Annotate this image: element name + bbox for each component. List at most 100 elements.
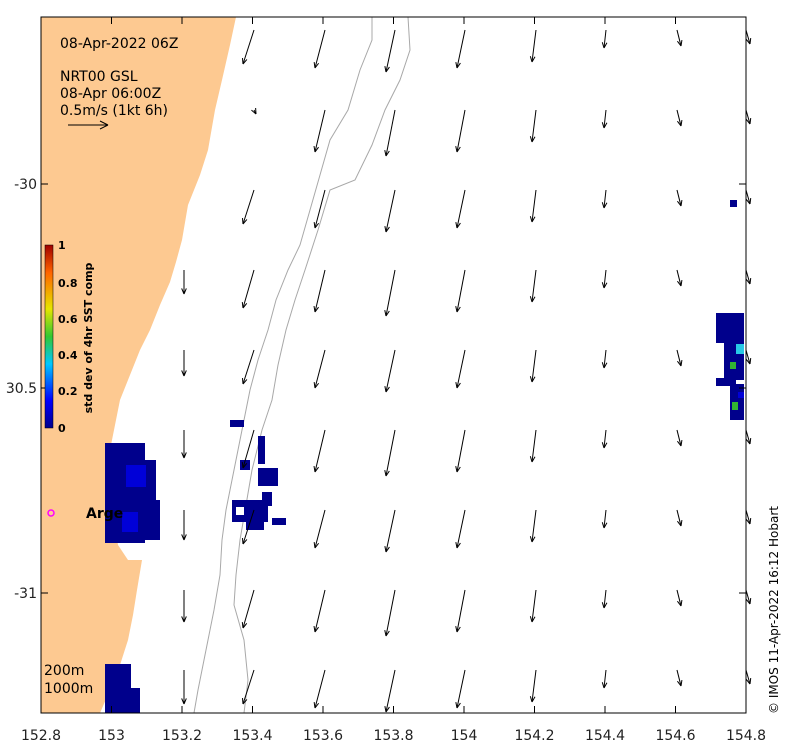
current-arrow-head (601, 602, 605, 609)
current-arrow-head (745, 599, 751, 605)
current-arrow (456, 349, 466, 389)
current-arrow-head (745, 279, 751, 285)
current-arrow (603, 109, 607, 129)
current-arrow (314, 349, 326, 389)
current-arrow (745, 669, 751, 685)
current-arrow-head (749, 597, 752, 605)
current-arrow-head (603, 202, 608, 209)
current-arrow-head (385, 706, 390, 713)
current-arrow-head (745, 519, 751, 525)
current-arrow-head (676, 520, 682, 527)
current-arrow (242, 589, 255, 629)
current-arrow (745, 429, 751, 445)
current-arrow-head (384, 310, 387, 317)
current-arrow (385, 349, 396, 393)
current-arrow (314, 109, 326, 153)
current-arrow-head (456, 222, 461, 229)
current-arrow-head (181, 534, 185, 541)
x-tick-label: 153.6 (303, 728, 343, 744)
current-arrow (456, 589, 466, 633)
x-axis-labels: 152.8 153 153.2 153.4 153.6 153.8 154 154.2 154.… (21, 728, 766, 744)
current-arrow-head (601, 522, 605, 529)
current-arrow-head (314, 146, 319, 153)
current-arrow (745, 589, 751, 605)
current-arrow (531, 109, 537, 143)
current-arrow-head (603, 682, 608, 689)
x-axis-ticks (40, 17, 747, 713)
y-tick-label: 30.5 (6, 381, 37, 397)
current-arrow-head (601, 682, 605, 689)
current-arrow (385, 109, 396, 157)
current-arrow-head (313, 465, 316, 473)
current-arrow-head (241, 217, 244, 225)
current-arrow (676, 109, 682, 127)
current-arrow-head (531, 536, 536, 543)
sst-cells (105, 200, 744, 713)
current-arrow (603, 29, 607, 49)
current-arrow-head (314, 62, 320, 69)
current-arrow-head (385, 470, 390, 477)
current-arrow (242, 349, 255, 385)
current-arrow (385, 589, 396, 637)
current-arrow-head (241, 57, 244, 65)
current-arrow-head (385, 630, 390, 637)
current-arrow-head (603, 42, 608, 49)
current-arrow-head (531, 296, 536, 303)
svg-text:0.2: 0.2 (58, 385, 78, 398)
current-arrow-head (313, 541, 316, 549)
credit-text: © IMOS 11-Apr-2022 16:12 Hobart (767, 506, 781, 714)
current-arrow-head (384, 226, 387, 233)
current-arrow-head (313, 625, 316, 633)
current-arrow-head (745, 39, 751, 45)
current-arrow-head (455, 62, 458, 69)
current-arrow-head (529, 216, 533, 223)
current-arrow-head (529, 56, 533, 63)
current-arrow-head (241, 621, 244, 629)
current-arrow-head (241, 301, 244, 309)
current-arrow-head (601, 442, 605, 449)
current-arrow-head (183, 616, 187, 623)
current-arrow-head (676, 120, 682, 127)
x-tick-label: 154.2 (514, 728, 554, 744)
current-arrow-head (531, 376, 536, 383)
current-arrow-head (603, 442, 608, 449)
current-arrow (603, 349, 607, 369)
current-arrow-head (529, 136, 533, 143)
bathy-label-1000: 1000m (44, 681, 93, 697)
current-arrow (531, 349, 537, 383)
current-arrow-head (529, 696, 533, 703)
current-arrow (676, 589, 682, 607)
current-arrow-head (242, 59, 248, 65)
current-arrow-head (384, 630, 387, 637)
current-arrow-head (314, 542, 320, 549)
current-arrow-head (456, 62, 461, 69)
current-arrow-head (314, 702, 320, 709)
current-arrow-head (601, 282, 605, 289)
current-arrow-head (455, 542, 458, 549)
current-arrow-head (242, 463, 248, 469)
current-arrow-head (603, 602, 608, 609)
map-title: 08-Apr-2022 06Z (60, 36, 178, 52)
current-arrow-head (601, 122, 605, 129)
current-arrow-head (680, 679, 683, 687)
current-arrow-head (241, 697, 244, 705)
current-arrow-head (676, 440, 682, 447)
current-arrow (314, 29, 326, 69)
current-arrow-head (181, 698, 185, 705)
current-arrow-head (676, 360, 682, 367)
current-vectors (181, 29, 752, 713)
current-arrow (456, 509, 466, 549)
current-arrow (745, 349, 751, 365)
current-arrow (676, 669, 682, 687)
current-arrow (745, 109, 751, 125)
current-arrow-head (603, 522, 608, 529)
current-arrow (531, 589, 537, 623)
current-arrow-head (313, 305, 316, 313)
current-arrow (314, 669, 326, 709)
current-arrow (242, 509, 255, 545)
current-arrow-head (384, 546, 387, 553)
current-arrow (456, 29, 466, 69)
current-arrow (603, 589, 607, 609)
current-arrow-head (385, 546, 390, 553)
current-arrow-head (529, 616, 533, 623)
